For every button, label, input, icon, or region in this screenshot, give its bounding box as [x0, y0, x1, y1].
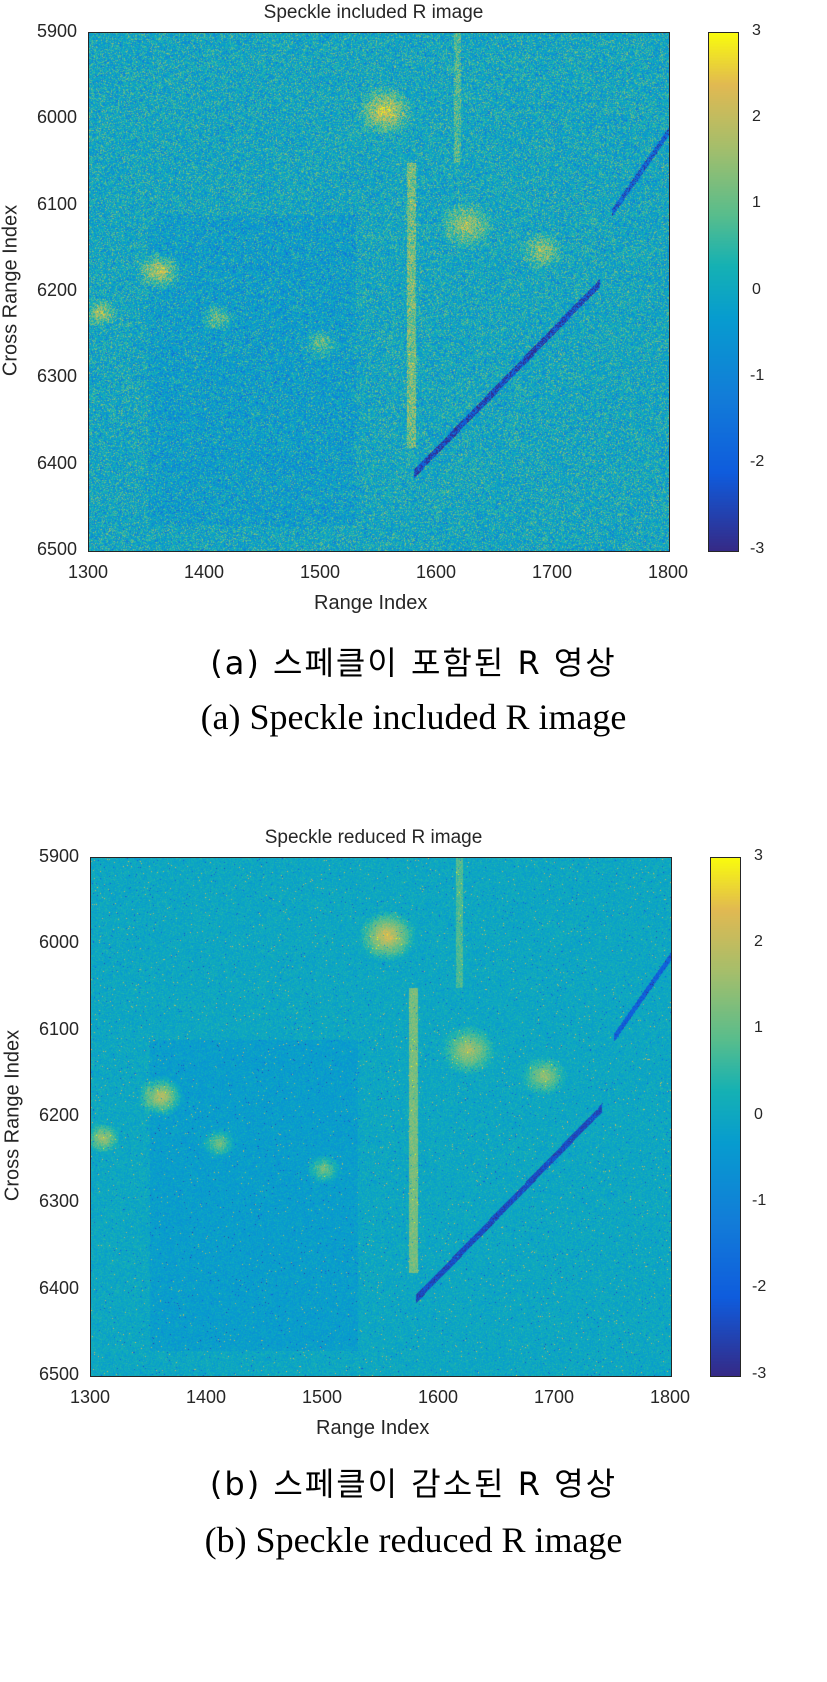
y-tick-label: 6500 [36, 539, 77, 559]
x-tick-label: 1600 [415, 562, 457, 582]
y-tick-label: 6200 [38, 1105, 79, 1125]
colorbar-tick-label: -1 [750, 367, 765, 384]
x-tick-label: 1400 [185, 1387, 227, 1407]
y-tick-label: 6100 [36, 194, 77, 214]
y-axis-label: Cross Range Index [1, 1029, 24, 1202]
y-axis-label: Cross Range Index [0, 204, 22, 377]
figure-caption-english: (b) Speckle reduced R image [204, 1520, 623, 1560]
plot-title: Speckle included R image [263, 2, 484, 23]
figure-caption-english: (a) Speckle included R image [200, 697, 627, 737]
y-tick-label: 6000 [38, 932, 79, 952]
colorbar-tick-label: -2 [750, 453, 765, 470]
x-tick-label: 1800 [649, 1387, 691, 1407]
colorbar-tick-label: 1 [752, 194, 761, 211]
colorbar-tick-label: 3 [752, 22, 761, 39]
colorbar-tick-label: 0 [754, 1106, 763, 1123]
y-tick-label: 6400 [38, 1278, 79, 1298]
heatmap-image [89, 33, 669, 551]
x-tick-label: 1700 [531, 562, 573, 582]
colorbar-tick-label: 3 [754, 847, 763, 864]
y-tick-label: 5900 [36, 21, 77, 41]
x-tick-label: 1400 [183, 562, 225, 582]
x-axis-label: Range Index [316, 1417, 430, 1439]
x-tick-label: 1600 [417, 1387, 459, 1407]
colorbar-tick-label: -2 [752, 1278, 767, 1295]
colorbar-tick-label: -3 [750, 540, 765, 557]
x-tick-label: 1500 [299, 562, 341, 582]
colorbar-gradient [709, 33, 738, 551]
colorbar-tick-label: -1 [752, 1192, 767, 1209]
x-axis-label: Range Index [314, 592, 428, 614]
x-tick-label: 1500 [301, 1387, 343, 1407]
y-tick-label: 6100 [38, 1019, 79, 1039]
colorbar-tick-label: 1 [754, 1019, 763, 1036]
colorbar [710, 857, 741, 1377]
colorbar-tick-label: -3 [752, 1365, 767, 1382]
y-tick-label: 6000 [36, 107, 77, 127]
y-tick-label: 5900 [38, 846, 79, 866]
x-tick-label: 1300 [67, 562, 109, 582]
y-tick-label: 6200 [36, 280, 77, 300]
figure-caption-korean: (b) 스페클이 감소된 R 영상 [209, 1465, 618, 1503]
y-tick-label: 6400 [36, 453, 77, 473]
plot-title: Speckle reduced R image [264, 827, 483, 848]
y-tick-label: 6300 [36, 366, 77, 386]
heatmap-plot-area [88, 32, 670, 552]
colorbar-tick-label: 0 [752, 281, 761, 298]
colorbar-tick-label: 2 [752, 108, 761, 125]
colorbar-tick-label: 2 [754, 933, 763, 950]
x-tick-label: 1700 [533, 1387, 575, 1407]
y-tick-label: 6300 [38, 1191, 79, 1211]
x-tick-label: 1800 [647, 562, 689, 582]
heatmap-plot-area [90, 857, 672, 1377]
colorbar [708, 32, 739, 552]
figure-caption-korean: (a) 스페클이 포함된 R 영상 [210, 644, 617, 682]
x-tick-label: 1300 [69, 1387, 111, 1407]
heatmap-image [91, 858, 671, 1376]
y-tick-label: 6500 [38, 1364, 79, 1384]
colorbar-gradient [711, 858, 740, 1376]
